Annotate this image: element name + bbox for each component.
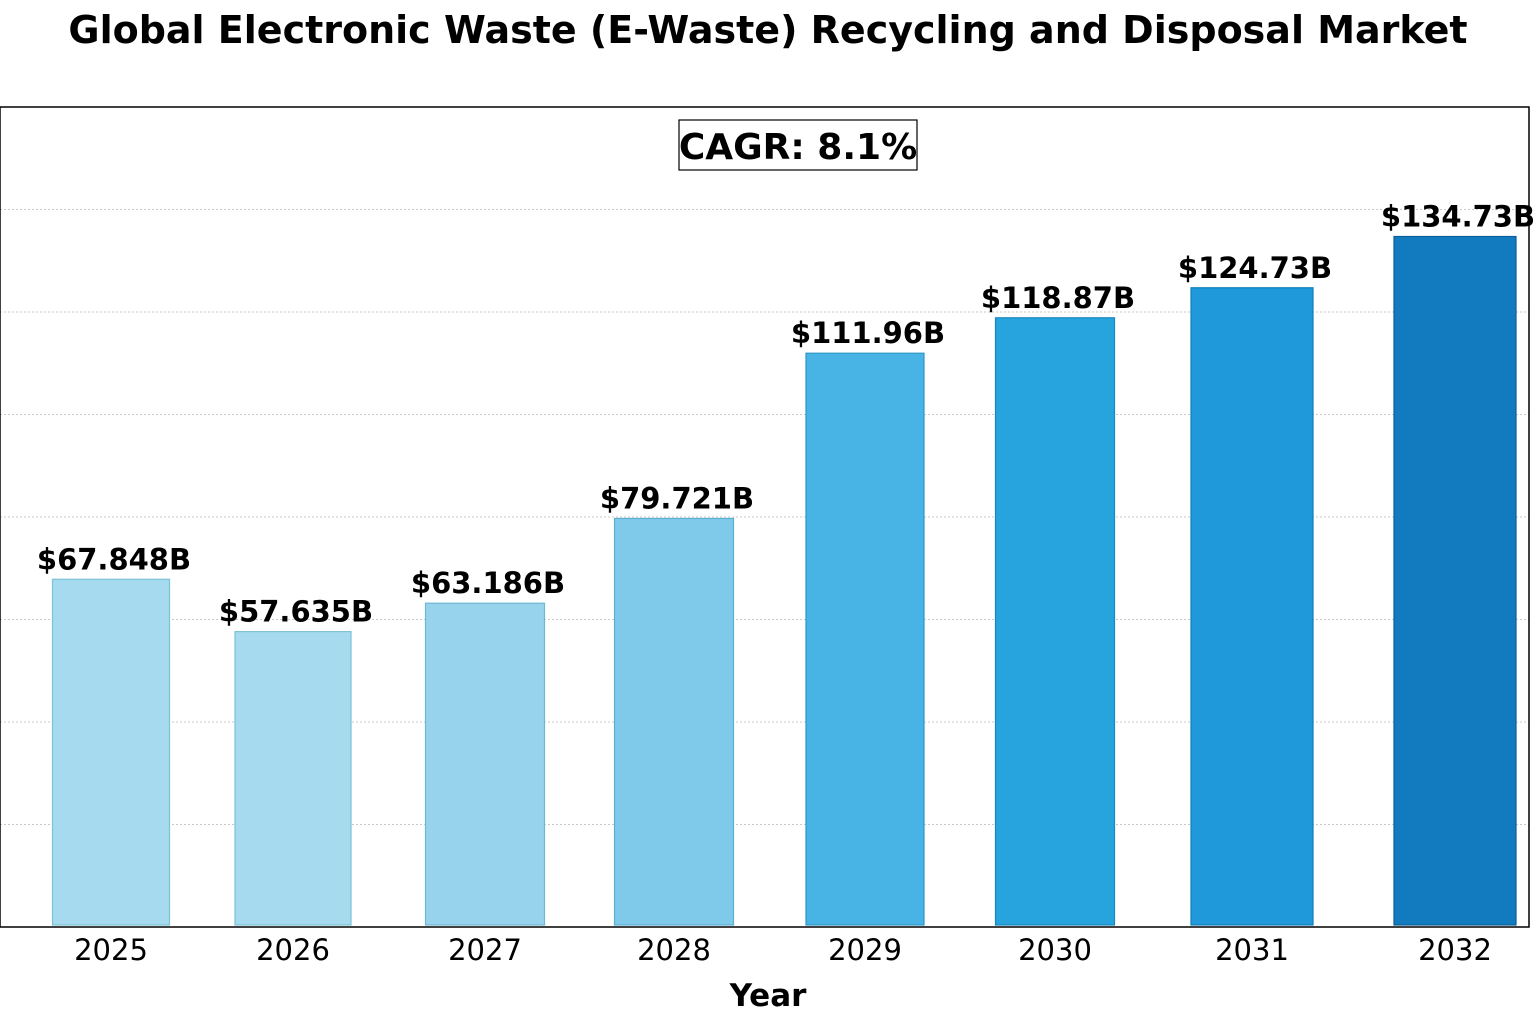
cagr-annotation: CAGR: 8.1% — [678, 119, 918, 171]
bar-2032 — [1393, 235, 1517, 926]
x-tick-label-2032: 2032 — [1418, 933, 1492, 967]
bar-2030 — [994, 317, 1116, 926]
x-tick-label-2029: 2029 — [828, 933, 902, 967]
x-tick-labels: 2025 2026 2027 2028 2029 2030 2031 2032 — [74, 933, 1492, 967]
bars — [51, 235, 1517, 926]
bar-value-label-2025: $67.848B — [37, 542, 191, 576]
bar-value-labels: $67.848B $57.635B $63.186B $79.721B $111.96B… — [37, 200, 1535, 629]
bar-value-label-2026: $57.635B — [219, 595, 373, 629]
x-tick-label-2030: 2030 — [1018, 933, 1092, 967]
bar-value-label-2031: $124.73B — [1178, 251, 1332, 285]
bar-value-label-2032: $134.73B — [1381, 200, 1535, 234]
plot-frame — [0, 106, 1530, 928]
bar-value-label-2030: $118.87B — [981, 281, 1135, 315]
bar-2025 — [51, 578, 171, 926]
x-axis-label: Year — [729, 978, 808, 1014]
bar-value-label-2029: $111.96B — [791, 316, 945, 350]
bar-2026 — [234, 631, 352, 926]
bar-value-label-2027: $63.186B — [411, 566, 565, 600]
bar-2027 — [424, 602, 546, 926]
x-tick-label-2028: 2028 — [637, 933, 711, 967]
bar-2029 — [805, 352, 925, 926]
x-tick-label-2026: 2026 — [256, 933, 330, 967]
bar-2028 — [613, 517, 735, 926]
x-tick-label-2027: 2027 — [448, 933, 522, 967]
bar-2031 — [1190, 287, 1314, 926]
chart-title: Global Electronic Waste (E-Waste) Recycl… — [68, 8, 1468, 52]
x-tick-label-2025: 2025 — [74, 933, 148, 967]
x-tick-label-2031: 2031 — [1215, 933, 1289, 967]
cagr-annotation-text: CAGR: 8.1% — [679, 127, 917, 168]
bar-value-label-2028: $79.721B — [600, 481, 754, 515]
grid-lines — [0, 209, 1529, 825]
